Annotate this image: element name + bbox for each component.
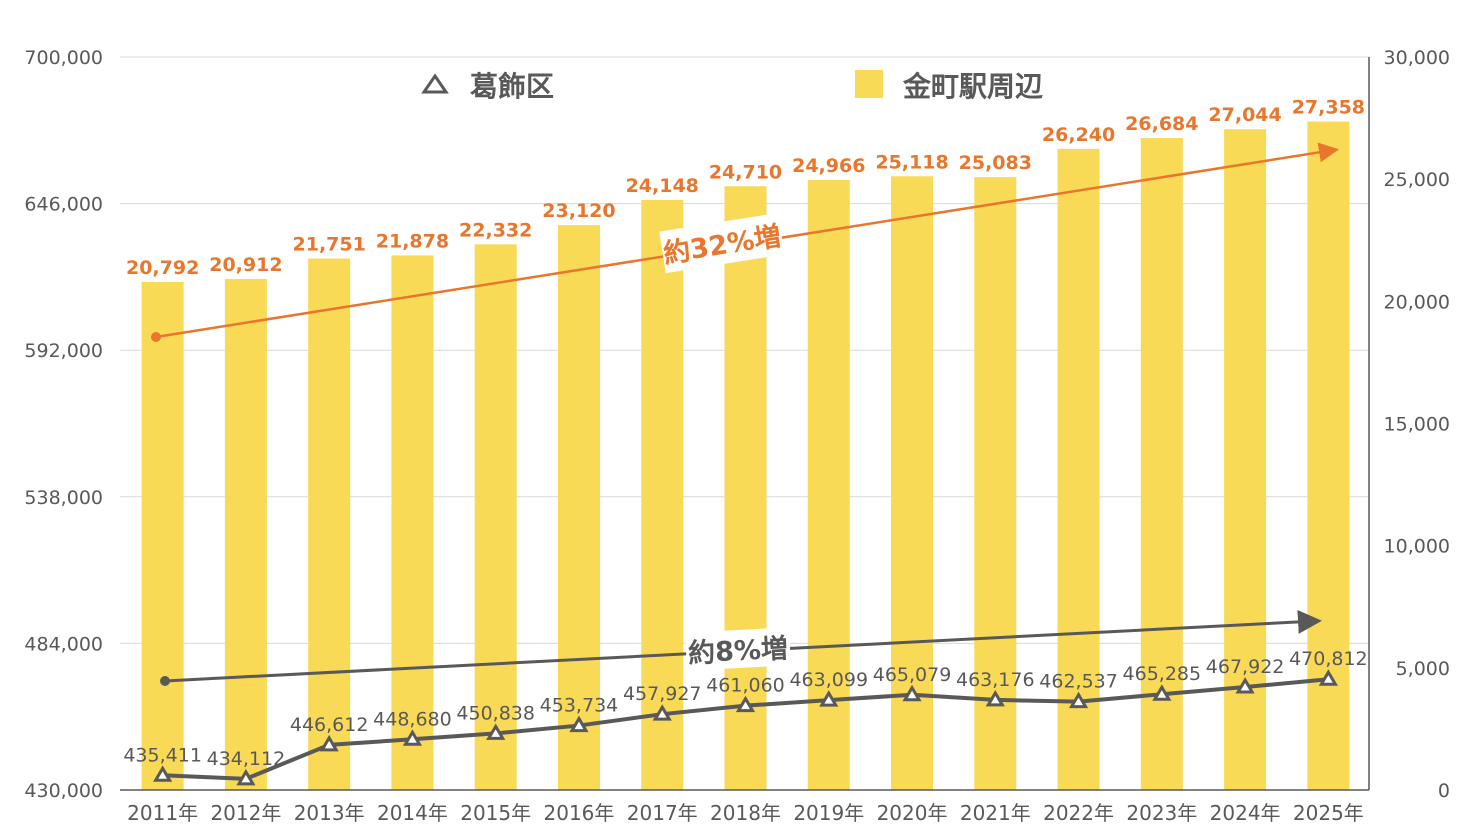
triangle-marker <box>819 690 839 707</box>
x-tick-label: 2024年 <box>1210 801 1281 825</box>
x-tick-label: 2011年 <box>127 801 198 825</box>
x-tick-label: 2016年 <box>544 801 615 825</box>
bar-data-label: 20,792 <box>126 257 199 279</box>
x-tick-label: 2012年 <box>210 801 281 825</box>
bar-data-label: 26,684 <box>1125 113 1198 135</box>
bar <box>391 255 434 791</box>
line-data-label: 470,812 <box>1289 648 1368 670</box>
bar <box>224 279 267 790</box>
left-tick-label: 484,000 <box>24 633 103 655</box>
bar-data-label: 27,358 <box>1292 97 1365 119</box>
bar-data-label: 22,332 <box>459 219 532 241</box>
bar <box>474 244 517 790</box>
bar <box>557 225 600 791</box>
triangle-marker <box>153 765 173 782</box>
line-data-label: 450,838 <box>456 702 535 724</box>
line-data-label: 463,176 <box>956 669 1035 691</box>
x-tick-label: 2019年 <box>793 801 864 825</box>
bar-data-label: 20,912 <box>209 254 282 276</box>
bar-data-label: 24,710 <box>709 161 782 183</box>
line-data-label: 463,099 <box>789 669 868 691</box>
line-data-label: 435,411 <box>123 744 202 766</box>
right-tick-label: 10,000 <box>1384 536 1450 558</box>
x-tick-label: 2015年 <box>460 801 531 825</box>
triangle-marker <box>486 723 506 740</box>
bar <box>807 179 850 790</box>
bar-data-label: 26,240 <box>1042 124 1115 146</box>
right-tick-label: 30,000 <box>1384 47 1450 69</box>
line-data-label: 446,612 <box>290 714 369 736</box>
line-data-label: 462,537 <box>1039 671 1118 693</box>
triangle-marker <box>1235 677 1255 694</box>
right-tick-label: 15,000 <box>1384 414 1450 436</box>
left-tick-label: 592,000 <box>24 340 103 362</box>
line-data-label: 467,922 <box>1206 656 1285 678</box>
left-tick-label: 700,000 <box>24 47 103 69</box>
line-data-label: 465,079 <box>873 664 952 686</box>
triangle-marker <box>735 695 756 713</box>
bar <box>1140 138 1183 790</box>
x-tick-label: 2022年 <box>1043 801 1114 825</box>
x-tick-label: 2025年 <box>1293 801 1364 825</box>
bar <box>1057 148 1100 791</box>
left-tick-label: 538,000 <box>24 487 103 509</box>
triangle-marker <box>1318 669 1338 686</box>
bar-data-label: 24,148 <box>626 175 699 197</box>
x-tick-label: 2021年 <box>960 801 1031 825</box>
x-tick-label: 2014年 <box>377 801 448 825</box>
bar-data-label: 21,751 <box>293 234 366 256</box>
bar <box>641 199 684 790</box>
annotation-8: 約8%増 <box>685 627 791 671</box>
legend-triangle-icon <box>421 73 449 94</box>
triangle-marker <box>402 729 423 746</box>
bar-data-label: 25,118 <box>875 151 948 173</box>
bar-data-label: 27,044 <box>1208 104 1281 126</box>
bar <box>724 186 767 791</box>
legend-swatch <box>855 70 883 98</box>
bar-data-label: 24,966 <box>792 155 865 177</box>
x-tick-label: 2017年 <box>627 801 698 825</box>
bar <box>141 281 184 790</box>
bar-data-label: 23,120 <box>542 200 615 222</box>
line-data-label: 448,680 <box>373 708 452 730</box>
bar <box>974 177 1017 791</box>
triangle-marker <box>236 768 256 786</box>
line-data-label: 434,112 <box>207 748 286 770</box>
arrow-start-dot <box>151 332 161 342</box>
x-tick-label: 2023年 <box>1126 801 1197 825</box>
legend-label: 金町駅周辺 <box>902 70 1043 103</box>
legend-label: 葛飾区 <box>470 70 554 103</box>
x-tick-label: 2020年 <box>877 801 948 825</box>
triangle-marker <box>319 734 339 752</box>
line-data-label: 453,734 <box>540 695 619 717</box>
annotation-text: 約8%増 <box>687 632 788 669</box>
arrow-start-dot <box>160 676 170 686</box>
line-data-label: 461,060 <box>706 675 785 697</box>
bar <box>308 258 351 791</box>
right-tick-label: 0 <box>1438 780 1450 802</box>
triangle-marker <box>1068 691 1089 709</box>
bar-data-label: 25,083 <box>959 152 1032 174</box>
triangle-marker <box>902 684 922 702</box>
bar-data-label: 21,878 <box>376 230 449 252</box>
right-tick-label: 25,000 <box>1384 169 1450 191</box>
left-tick-label: 646,000 <box>24 194 103 216</box>
bar <box>1307 121 1350 791</box>
x-tick-label: 2013年 <box>294 801 365 825</box>
line-data-label: 465,285 <box>1123 663 1202 685</box>
right-tick-label: 20,000 <box>1384 291 1450 313</box>
triangle-marker <box>569 715 589 733</box>
left-tick-label: 430,000 <box>24 780 103 802</box>
line-data-label: 457,927 <box>623 683 702 705</box>
triangle-marker <box>652 704 672 721</box>
x-tick-label: 2018年 <box>710 801 781 825</box>
right-tick-label: 5,000 <box>1396 658 1450 680</box>
triangle-marker <box>1152 684 1172 701</box>
triangle-marker <box>985 689 1005 707</box>
